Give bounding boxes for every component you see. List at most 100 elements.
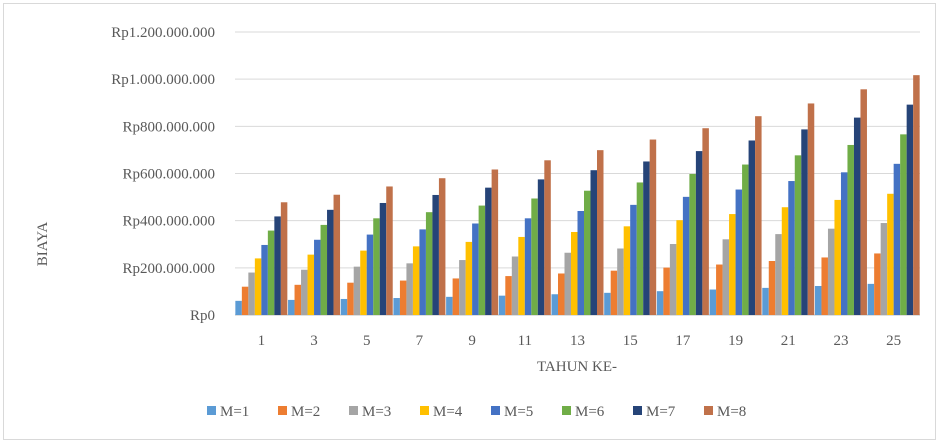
bar bbox=[280, 202, 288, 315]
bar bbox=[261, 244, 268, 315]
legend-label: M=1 bbox=[220, 404, 249, 420]
y-tick-label: Rp600.000.000 bbox=[122, 167, 215, 183]
bar bbox=[438, 178, 446, 315]
legend-label: M=4 bbox=[433, 404, 463, 420]
bar bbox=[544, 160, 551, 315]
bar bbox=[623, 226, 631, 315]
bar bbox=[643, 161, 650, 315]
legend-swatch bbox=[704, 406, 713, 415]
x-tick-label: 13 bbox=[570, 333, 585, 349]
series-M=2 bbox=[241, 253, 881, 315]
bar bbox=[406, 263, 413, 315]
bar bbox=[649, 139, 657, 315]
bar bbox=[689, 173, 696, 315]
bar bbox=[821, 257, 828, 315]
bar bbox=[333, 194, 341, 315]
legend-item: M=7 bbox=[633, 404, 676, 420]
bar bbox=[617, 248, 624, 315]
bar bbox=[716, 264, 723, 315]
bar bbox=[880, 223, 888, 315]
bar bbox=[887, 193, 894, 315]
bar bbox=[524, 218, 532, 315]
bar bbox=[564, 252, 571, 315]
bar bbox=[511, 256, 519, 315]
bar bbox=[695, 151, 703, 315]
legend: M=1 M=2 M=3 M=4 M=5 M=6 M=7 M=8 bbox=[207, 404, 746, 420]
y-tick-label: Rp400.000.000 bbox=[122, 214, 215, 230]
bar bbox=[254, 258, 262, 315]
bar bbox=[551, 294, 558, 315]
series-M=7 bbox=[274, 104, 914, 316]
legend-swatch bbox=[491, 406, 500, 415]
legend-item: M=5 bbox=[491, 404, 533, 420]
bar bbox=[294, 284, 302, 315]
series-M=3 bbox=[248, 223, 888, 315]
bar bbox=[360, 250, 367, 315]
series-M=1 bbox=[235, 283, 875, 315]
bar bbox=[755, 116, 762, 315]
bar bbox=[893, 163, 901, 315]
bar bbox=[478, 205, 486, 315]
series-M=4 bbox=[254, 193, 894, 315]
bar bbox=[906, 104, 914, 316]
bar bbox=[472, 223, 479, 315]
x-tick-label: 3 bbox=[310, 333, 318, 349]
bar bbox=[702, 128, 709, 315]
series-M=8 bbox=[280, 75, 920, 316]
bar bbox=[412, 246, 420, 315]
bar bbox=[781, 207, 789, 315]
bar bbox=[676, 220, 683, 315]
legend-swatch bbox=[207, 406, 216, 415]
legend-swatch bbox=[633, 406, 642, 415]
bar bbox=[669, 244, 677, 315]
bar bbox=[827, 228, 835, 315]
x-tick-label: 7 bbox=[416, 333, 424, 349]
bar bbox=[748, 140, 756, 315]
x-tick-label: 1 bbox=[258, 333, 266, 349]
bar bbox=[518, 236, 525, 315]
x-tick-labels: 1 3 5 7 9 11 13 15 17 19 21 23 25 bbox=[258, 333, 902, 349]
legend-label: M=8 bbox=[717, 404, 746, 420]
legend-label: M=5 bbox=[504, 404, 533, 420]
bar bbox=[452, 278, 460, 315]
bars bbox=[235, 75, 920, 316]
legend-label: M=6 bbox=[575, 404, 605, 420]
x-tick-label: 19 bbox=[728, 333, 743, 349]
bar bbox=[314, 239, 321, 315]
y-tick-label: Rp200.000.000 bbox=[122, 261, 215, 277]
bar bbox=[379, 202, 387, 315]
bar bbox=[913, 75, 920, 315]
bar bbox=[301, 269, 308, 315]
bar bbox=[853, 117, 861, 315]
legend-item: M=3 bbox=[349, 404, 391, 420]
bar bbox=[814, 285, 822, 315]
x-tick-label: 5 bbox=[363, 333, 371, 349]
legend-label: M=2 bbox=[291, 404, 320, 420]
bar bbox=[604, 292, 611, 315]
bar bbox=[794, 155, 802, 315]
bar bbox=[241, 286, 249, 315]
bar bbox=[498, 295, 506, 315]
y-tick-label: Rp1.200.000.000 bbox=[111, 25, 215, 41]
legend-label: M=7 bbox=[646, 404, 676, 420]
bar bbox=[847, 144, 854, 315]
bar bbox=[788, 181, 795, 315]
legend-swatch bbox=[278, 406, 287, 415]
bar bbox=[465, 241, 473, 315]
x-tick-label: 23 bbox=[833, 333, 848, 349]
bar bbox=[432, 194, 439, 315]
bar bbox=[353, 266, 361, 315]
legend-swatch bbox=[562, 406, 571, 415]
bar bbox=[742, 164, 749, 315]
chart-frame bbox=[3, 3, 936, 440]
bar bbox=[762, 287, 769, 315]
bar bbox=[577, 210, 584, 315]
bar bbox=[768, 260, 776, 315]
bar bbox=[663, 267, 670, 315]
bar bbox=[584, 190, 591, 315]
bar bbox=[267, 230, 275, 315]
bar bbox=[840, 172, 848, 315]
bar bbox=[590, 170, 597, 315]
bar bbox=[425, 212, 433, 315]
legend-label: M=3 bbox=[362, 404, 391, 420]
